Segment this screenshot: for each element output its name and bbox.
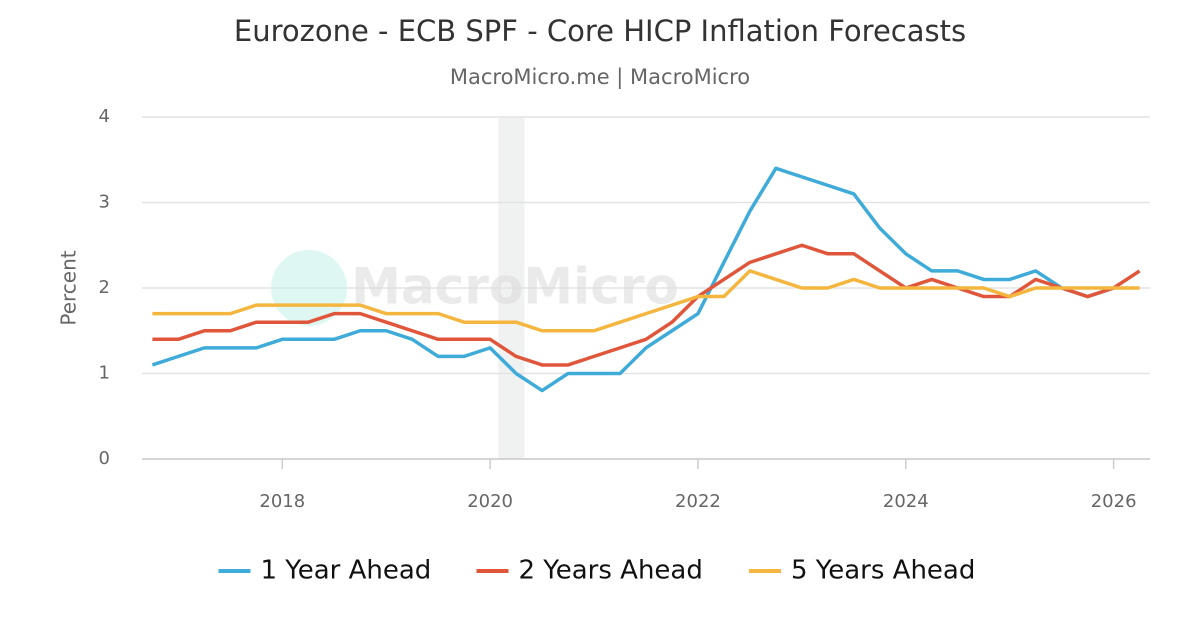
y-tick-label: 1 <box>99 363 110 384</box>
series-line <box>151 166 1115 393</box>
x-tick-label: 2020 <box>467 491 513 512</box>
y-tick-label: 3 <box>99 192 110 213</box>
x-tick-label: 2018 <box>259 491 305 512</box>
legend-label: 2 Years Ahead <box>519 556 703 586</box>
watermark-logo <box>271 250 347 326</box>
x-tick-label: 2024 <box>883 491 929 512</box>
watermark: MacroMicro <box>351 258 679 316</box>
y-tick-label: 0 <box>99 448 110 469</box>
y-tick-label: 4 <box>99 106 110 127</box>
y-tick-label: 2 <box>99 277 110 298</box>
series-line <box>152 243 1141 367</box>
x-tick-label: 2022 <box>675 491 721 512</box>
series-line <box>152 269 1140 333</box>
x-tick-label: 2026 <box>1091 491 1137 512</box>
legend-label: 5 Years Ahead <box>791 556 975 586</box>
legend-label: 1 Year Ahead <box>261 556 432 586</box>
chart-subtitle: MacroMicro.me | MacroMicro <box>450 65 750 90</box>
y-axis-label: Percent <box>57 250 81 325</box>
chart-title: Eurozone - ECB SPF - Core HICP Inflation… <box>234 14 966 48</box>
